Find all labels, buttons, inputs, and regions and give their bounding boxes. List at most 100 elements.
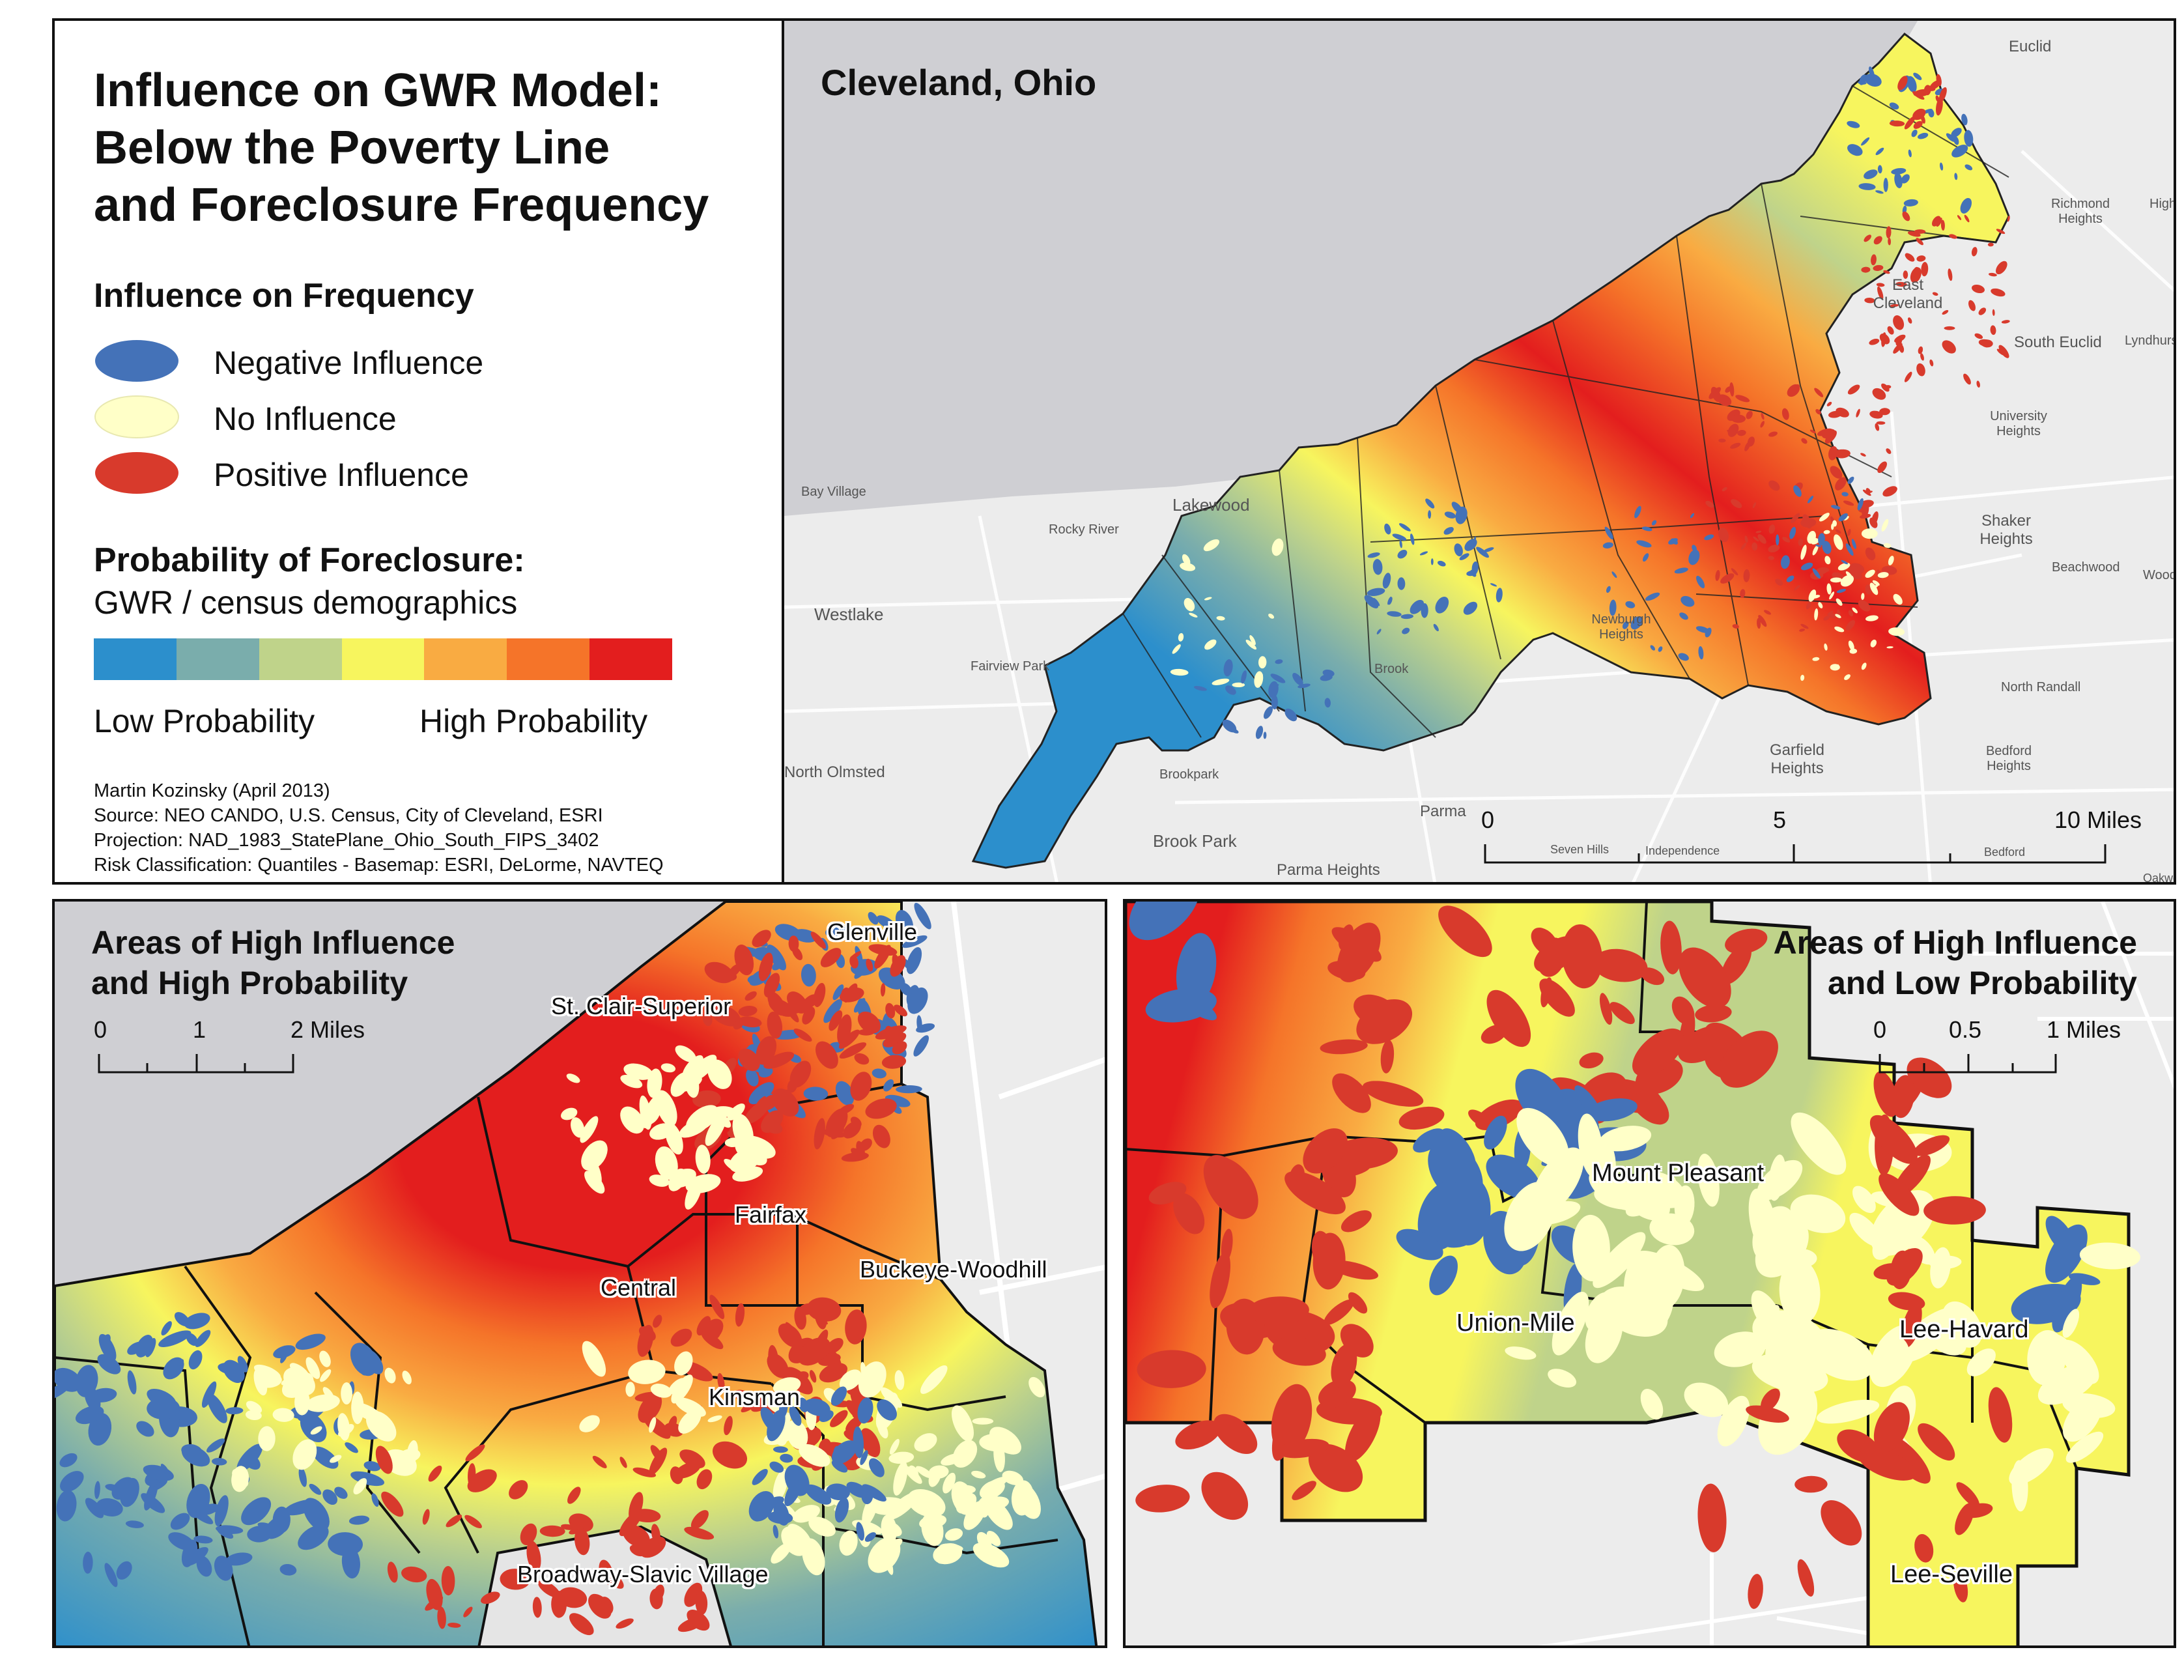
influence-marker [1382, 573, 1391, 589]
influence-marker [1649, 1213, 1695, 1246]
influence-marker [1889, 102, 1899, 110]
influence-marker [1318, 1379, 1356, 1408]
place-label-lakewood: Lakewood [1172, 495, 1250, 515]
influence-marker [1212, 678, 1230, 685]
influence-marker [1263, 706, 1273, 719]
influence-marker [638, 1326, 656, 1341]
hood-label-broadway-slavic-village: Broadway-Slavic Village [517, 1561, 769, 1587]
influence-marker [1727, 423, 1739, 437]
influence-marker [1920, 353, 1924, 361]
influence-marker [1835, 529, 1841, 534]
no-influence-label: No Influence [214, 401, 397, 437]
influence-marker [939, 1543, 963, 1552]
influence-marker [1834, 626, 1845, 633]
influence-marker [823, 999, 842, 1023]
influence-marker [1210, 1252, 1230, 1309]
influence-marker [1886, 448, 1892, 454]
influence-marker [1768, 1154, 1786, 1201]
influence-marker [1944, 326, 1955, 330]
influence-marker [1865, 547, 1876, 561]
influence-marker [1877, 572, 1889, 578]
ramp-class-4 [341, 638, 425, 680]
credit-source: Source: NEO CANDO, U.S. Census, City of … [94, 805, 603, 826]
influence-marker [1599, 1286, 1668, 1337]
influence-marker [670, 1466, 683, 1485]
place-label-parma: Parma [1420, 803, 1466, 820]
influence-marker [696, 1469, 713, 1490]
influence-marker [1890, 1250, 1912, 1290]
place-label-high: High [2149, 197, 2176, 211]
influence-marker [1372, 559, 1383, 575]
influence-marker [860, 1361, 867, 1381]
influence-marker [810, 932, 827, 949]
influence-marker [1789, 526, 1796, 539]
influence-marker [1752, 502, 1757, 509]
influence-marker [116, 1561, 132, 1580]
influence-marker [881, 1515, 898, 1544]
influence-marker [1883, 543, 1892, 548]
influence-marker [692, 1090, 721, 1108]
place-label-south-euclid: South Euclid [2014, 334, 2102, 351]
influence-marker [1761, 1388, 1780, 1412]
influence-marker [1847, 476, 1854, 484]
influence-marker [1860, 513, 1871, 519]
influence-marker [566, 1074, 580, 1083]
influence-marker [651, 1524, 660, 1545]
influence-marker [1876, 421, 1886, 425]
influence-marker [1951, 128, 1962, 137]
influence-marker [375, 1445, 393, 1474]
influence-marker [866, 958, 873, 972]
influence-marker [1400, 614, 1413, 619]
influence-marker [894, 1004, 908, 1017]
influence-marker [976, 1531, 992, 1552]
influence-marker [1249, 635, 1256, 646]
influence-marker [1882, 486, 1897, 497]
influence-marker [1871, 254, 1877, 266]
influence-marker [338, 1424, 354, 1437]
influence-marker [1843, 516, 1849, 520]
main-scale-tick-5: 5 [1773, 806, 1787, 833]
influence-marker [1731, 499, 1742, 508]
influence-marker [1684, 1382, 1729, 1417]
influence-marker [104, 1563, 118, 1587]
influence-marker [1843, 500, 1854, 506]
influence-marker [629, 1492, 644, 1522]
influence-marker [1753, 536, 1759, 542]
influence-marker [353, 1478, 367, 1495]
influence-marker [305, 1394, 340, 1412]
influence-marker [1877, 461, 1887, 474]
right-scale-tick-05: 0.5 [1949, 1016, 1982, 1043]
influence-marker [1953, 135, 1959, 145]
influence-marker [738, 1016, 762, 1028]
influence-marker [1916, 255, 1926, 262]
influence-marker [1845, 543, 1854, 556]
influence-marker [1794, 384, 1800, 392]
influence-marker [801, 963, 816, 987]
influence-marker [1611, 571, 1617, 578]
influence-marker [437, 1606, 446, 1629]
influence-marker [1826, 583, 1832, 595]
influence-marker [920, 1365, 948, 1394]
influence-marker [864, 1532, 876, 1542]
influence-marker [2062, 1309, 2080, 1338]
influence-marker [1129, 902, 1200, 941]
influence-marker [1865, 584, 1872, 595]
influence-marker [283, 1367, 315, 1396]
influence-marker [402, 1371, 412, 1385]
influence-marker [1929, 359, 1934, 367]
influence-marker [1837, 562, 1851, 571]
influence-marker [1671, 996, 1695, 1025]
influence-marker [1232, 682, 1245, 687]
influence-marker [1245, 640, 1256, 650]
place-label-brook: Brook [1374, 662, 1409, 676]
influence-marker [1895, 281, 1907, 287]
left-inset-canvas [55, 902, 1105, 1645]
influence-marker [835, 1081, 855, 1105]
influence-marker [1800, 674, 1805, 681]
influence-marker [561, 1107, 578, 1120]
influence-marker [446, 1515, 462, 1528]
influence-marker [1380, 1040, 1395, 1074]
hood-label-buckeye-woodhill: Buckeye-Woodhill [860, 1256, 1047, 1283]
influence-marker [350, 1343, 377, 1376]
place-label-seven-hills: Seven Hills [1550, 843, 1610, 856]
